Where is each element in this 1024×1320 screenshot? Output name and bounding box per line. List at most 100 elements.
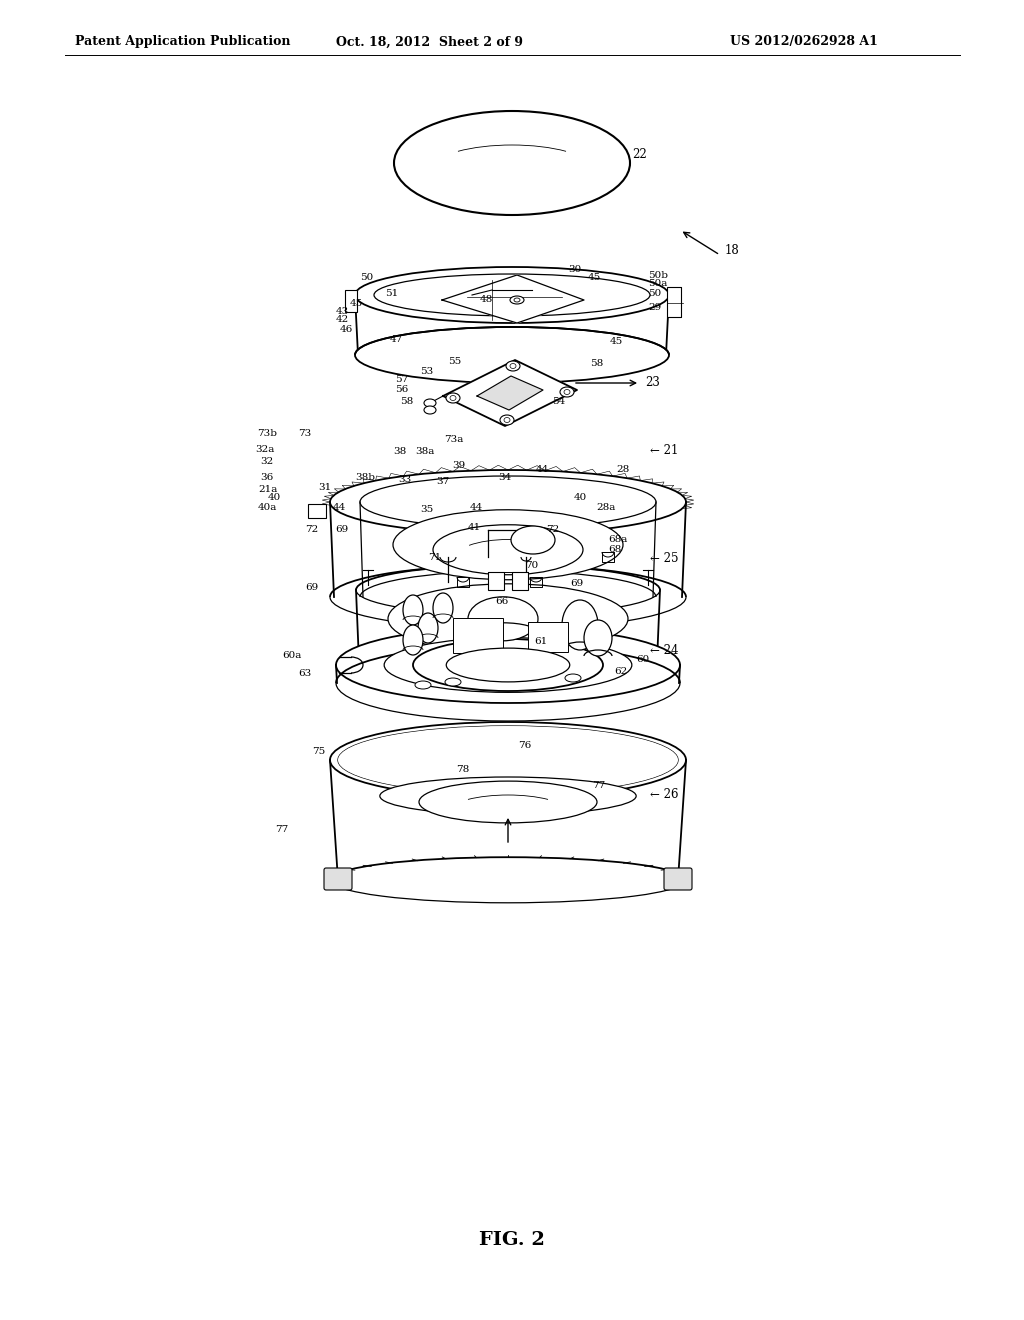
Text: 44: 44 xyxy=(333,503,346,511)
Ellipse shape xyxy=(562,601,598,649)
Ellipse shape xyxy=(419,781,597,822)
Text: 68: 68 xyxy=(608,544,622,553)
Text: 72: 72 xyxy=(546,525,559,535)
Text: ← 21: ← 21 xyxy=(650,445,678,458)
Text: Oct. 18, 2012  Sheet 2 of 9: Oct. 18, 2012 Sheet 2 of 9 xyxy=(337,36,523,49)
Text: 38a: 38a xyxy=(415,446,434,455)
Bar xyxy=(345,290,357,312)
Ellipse shape xyxy=(560,387,574,397)
Ellipse shape xyxy=(565,675,581,682)
Text: 77: 77 xyxy=(275,825,288,834)
Text: 21a: 21a xyxy=(258,486,278,495)
Text: 34: 34 xyxy=(498,473,511,482)
Ellipse shape xyxy=(338,726,678,795)
Ellipse shape xyxy=(355,327,669,383)
Ellipse shape xyxy=(500,414,514,425)
Text: 61: 61 xyxy=(534,638,547,647)
Text: 58: 58 xyxy=(400,397,414,407)
Text: US 2012/0262928 A1: US 2012/0262928 A1 xyxy=(730,36,878,49)
Text: 56: 56 xyxy=(395,385,409,395)
Ellipse shape xyxy=(446,648,569,682)
Ellipse shape xyxy=(336,627,680,704)
Ellipse shape xyxy=(336,627,680,704)
Text: 53: 53 xyxy=(420,367,433,376)
Text: 50a: 50a xyxy=(648,280,668,289)
Text: 43: 43 xyxy=(336,308,349,317)
Text: 76: 76 xyxy=(518,741,531,750)
Text: 40: 40 xyxy=(268,494,282,503)
Ellipse shape xyxy=(445,678,461,686)
Text: 48: 48 xyxy=(480,294,494,304)
Ellipse shape xyxy=(374,275,650,315)
Ellipse shape xyxy=(403,624,423,655)
Text: 29: 29 xyxy=(648,304,662,313)
Text: 72: 72 xyxy=(305,525,318,535)
Bar xyxy=(453,618,503,653)
Ellipse shape xyxy=(506,360,520,371)
Text: 69: 69 xyxy=(305,582,318,591)
Text: 32: 32 xyxy=(260,458,273,466)
Bar xyxy=(308,504,326,517)
Text: 71: 71 xyxy=(428,553,441,562)
Ellipse shape xyxy=(355,267,669,323)
Ellipse shape xyxy=(424,407,436,414)
Text: 45: 45 xyxy=(610,338,624,346)
Text: 73a: 73a xyxy=(444,436,464,445)
Polygon shape xyxy=(442,275,584,323)
Ellipse shape xyxy=(388,583,628,653)
Text: 39: 39 xyxy=(452,462,465,470)
Text: 78: 78 xyxy=(456,766,469,775)
Text: 28a: 28a xyxy=(596,503,615,511)
Text: 40a: 40a xyxy=(258,503,278,512)
Text: 45: 45 xyxy=(350,300,364,309)
Text: 62: 62 xyxy=(614,668,628,676)
Ellipse shape xyxy=(403,595,423,624)
Text: 31: 31 xyxy=(318,483,331,491)
Text: ← 24: ← 24 xyxy=(650,644,679,657)
Text: 60a: 60a xyxy=(282,652,301,660)
Text: 41: 41 xyxy=(468,523,481,532)
Ellipse shape xyxy=(393,510,623,579)
Text: 55: 55 xyxy=(449,358,461,367)
Text: 69: 69 xyxy=(335,525,348,535)
Ellipse shape xyxy=(338,726,678,795)
Text: FIG. 2: FIG. 2 xyxy=(479,1232,545,1249)
Text: 45: 45 xyxy=(588,273,601,282)
Text: 40: 40 xyxy=(574,494,587,503)
Text: 70: 70 xyxy=(525,561,539,569)
Bar xyxy=(488,572,504,590)
Text: 75: 75 xyxy=(312,747,326,756)
Text: ← 26: ← 26 xyxy=(650,788,679,801)
Text: ← 25: ← 25 xyxy=(650,553,679,565)
Text: 50b: 50b xyxy=(648,272,668,281)
Text: 51: 51 xyxy=(385,289,398,297)
Ellipse shape xyxy=(325,469,691,536)
Text: Patent Application Publication: Patent Application Publication xyxy=(75,36,291,49)
Ellipse shape xyxy=(424,399,436,407)
Ellipse shape xyxy=(384,638,632,693)
Text: 38: 38 xyxy=(393,446,407,455)
Text: 28: 28 xyxy=(616,466,630,474)
Text: 47: 47 xyxy=(390,335,403,345)
Text: 58: 58 xyxy=(590,359,603,367)
Ellipse shape xyxy=(415,681,431,689)
Text: 36: 36 xyxy=(260,473,273,482)
Text: 44: 44 xyxy=(470,503,483,511)
Ellipse shape xyxy=(394,111,630,215)
Ellipse shape xyxy=(418,612,438,643)
Text: 38b: 38b xyxy=(355,473,375,482)
Ellipse shape xyxy=(355,267,669,323)
Ellipse shape xyxy=(584,620,612,656)
Bar xyxy=(667,286,681,317)
Text: 33: 33 xyxy=(398,475,412,484)
Bar xyxy=(512,572,528,590)
Text: 54: 54 xyxy=(552,397,565,407)
Text: 30: 30 xyxy=(568,265,582,275)
Text: 73: 73 xyxy=(298,429,311,437)
Text: 66: 66 xyxy=(495,598,508,606)
Polygon shape xyxy=(477,376,543,411)
FancyBboxPatch shape xyxy=(664,869,692,890)
Text: 73b: 73b xyxy=(257,429,278,437)
Text: 60: 60 xyxy=(636,656,649,664)
Ellipse shape xyxy=(413,639,603,690)
